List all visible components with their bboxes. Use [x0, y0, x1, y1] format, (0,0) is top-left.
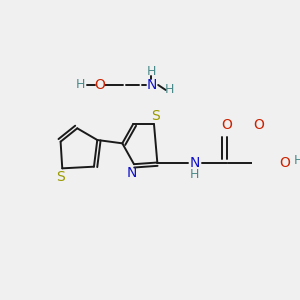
Text: H: H: [294, 154, 300, 167]
Text: H: H: [76, 79, 85, 92]
Text: H: H: [190, 168, 200, 181]
Text: O: O: [221, 118, 232, 132]
Text: O: O: [280, 155, 290, 170]
Text: O: O: [94, 78, 105, 92]
Text: S: S: [151, 109, 160, 123]
Text: N: N: [126, 166, 137, 179]
Text: H: H: [165, 83, 175, 97]
Text: S: S: [56, 170, 65, 184]
Text: N: N: [190, 155, 200, 170]
Text: O: O: [253, 118, 264, 132]
Text: N: N: [146, 78, 157, 92]
Text: H: H: [147, 65, 156, 78]
